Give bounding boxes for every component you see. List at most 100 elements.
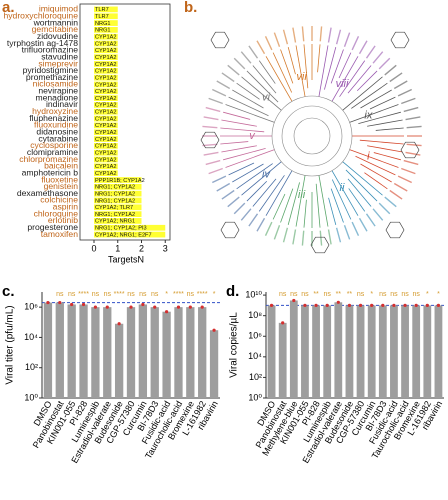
- branch: [232, 163, 264, 183]
- panel-label: c.: [2, 283, 15, 300]
- replicate-point: [358, 303, 363, 307]
- leaf-label-placeholder: [384, 196, 397, 208]
- branch: [355, 155, 396, 176]
- cluster-label: ix: [364, 109, 372, 121]
- significance-label: **: [336, 291, 342, 298]
- category-label: erlotinib: [48, 215, 78, 225]
- branch: [258, 60, 276, 84]
- replicate-point: [117, 322, 121, 326]
- branch: [303, 199, 307, 228]
- branch: [349, 149, 399, 168]
- leaf-label-placeholder: [405, 151, 421, 156]
- bar: [94, 6, 118, 13]
- bar: [94, 183, 142, 190]
- leaf-label-placeholder: [378, 202, 391, 215]
- leaf-label-placeholder: [301, 230, 305, 246]
- bar: [289, 300, 298, 398]
- category-label: cytarabine: [38, 133, 78, 143]
- leaf-label-placeholder: [282, 227, 289, 243]
- bar-label: CYP1A2: [95, 55, 116, 61]
- significance-label: ns: [401, 291, 409, 298]
- leaf-label-placeholder: [401, 97, 416, 105]
- category-label: chlorpromazine: [19, 154, 78, 164]
- category-label: cyclosporine: [30, 140, 78, 150]
- chemical-structure: [210, 31, 230, 49]
- significance-label: ns: [379, 291, 387, 298]
- cluster-label: iii: [298, 189, 306, 201]
- category-label: trifluoromazine: [22, 45, 79, 55]
- cluster-label: viii: [336, 78, 349, 90]
- category-label: amphotericin b: [22, 167, 79, 177]
- leaf-label-placeholder: [203, 151, 219, 156]
- chemical-structure: [390, 31, 410, 49]
- branch: [367, 119, 403, 127]
- chemical-structure: [200, 131, 220, 149]
- cluster-label: ii: [340, 182, 345, 194]
- bar-label: CYP1A2: [95, 103, 116, 109]
- category-label: baicalein: [44, 161, 78, 171]
- replicate-point: [325, 303, 329, 307]
- leaf-label-placeholder: [406, 125, 422, 129]
- branch: [236, 82, 260, 100]
- bar: [434, 305, 443, 398]
- replicate-point: [70, 302, 74, 307]
- leaf-label-placeholder: [372, 51, 384, 64]
- chemical-structure: [400, 141, 420, 159]
- bar: [323, 305, 332, 398]
- leaf-label-placeholder: [216, 182, 231, 192]
- bar-label: CYP1A2: [95, 157, 116, 163]
- x-tick-label: 0: [91, 243, 96, 253]
- bar-label: CYP1A2: [95, 164, 116, 170]
- replicate-point: [425, 303, 429, 307]
- bar: [94, 20, 118, 26]
- significance-label: ****: [173, 291, 184, 298]
- category-label: fluoxetine: [41, 174, 78, 184]
- bar: [94, 95, 118, 101]
- leaf-label-placeholder: [282, 29, 289, 45]
- bar: [94, 231, 166, 238]
- leaf-label-placeholder: [240, 208, 252, 221]
- replicate-point: [165, 310, 169, 314]
- bar-label: TLR7: [95, 7, 109, 13]
- bar: [312, 305, 320, 398]
- branch: [324, 47, 337, 90]
- significance-label: *: [437, 291, 440, 298]
- bar: [390, 305, 398, 398]
- bar: [55, 302, 64, 398]
- category-label: indinavir: [46, 99, 78, 109]
- significance-label: ****: [78, 291, 89, 298]
- category-label: gemcitabine: [32, 24, 79, 34]
- bar: [94, 163, 118, 170]
- replicate-point: [281, 321, 285, 325]
- bar: [114, 323, 124, 398]
- leaf-label-placeholder: [221, 72, 235, 83]
- bar: [94, 177, 142, 183]
- bar-label: CYP1A2: [95, 69, 116, 75]
- bar: [345, 305, 354, 398]
- significance-label: ns: [290, 291, 298, 298]
- cluster-label: i: [367, 150, 370, 162]
- branch: [347, 178, 372, 207]
- bar: [423, 305, 432, 398]
- bar-label: CYP1A2: [95, 116, 116, 122]
- category-label: dexamethasone: [17, 188, 78, 198]
- bar: [94, 61, 118, 67]
- bar-label: CYP1A2; TLR7: [95, 205, 133, 211]
- bar: [94, 129, 118, 136]
- category-label: menadione: [35, 92, 78, 102]
- inner-ring: [293, 117, 331, 155]
- bar-label: CYP1A2: [95, 75, 116, 81]
- panel-label: b.: [184, 0, 197, 16]
- bar: [94, 197, 142, 204]
- bar: [94, 115, 118, 122]
- bar-label: NRG1; CYP1A2: [95, 198, 135, 204]
- bar: [43, 302, 53, 398]
- branch: [223, 148, 266, 161]
- y-tick-label: 10⁴: [248, 351, 262, 361]
- bar: [103, 307, 112, 398]
- significance-label: ****: [197, 291, 208, 298]
- bar: [79, 304, 88, 398]
- leaf-label-placeholder: [403, 106, 419, 113]
- bar: [94, 218, 142, 224]
- branch: [228, 162, 255, 176]
